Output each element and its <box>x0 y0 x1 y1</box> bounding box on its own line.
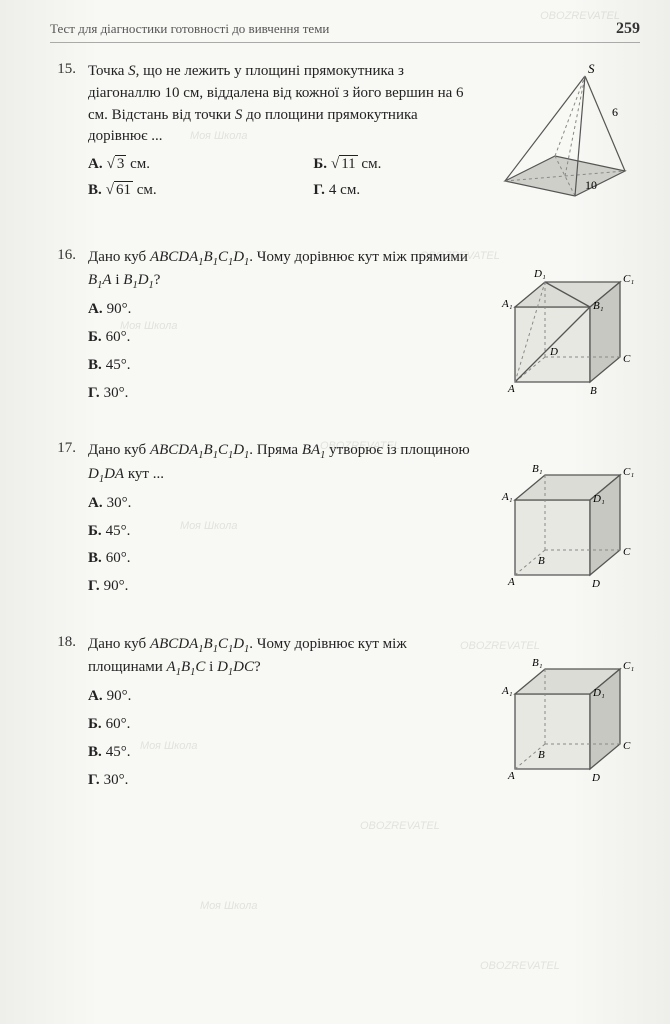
problem-text: Дано куб ABCDA1B1C1D1. Чому дорівнює кут… <box>88 634 478 680</box>
problem-body: Дано куб ABCDA1B1C1D1. Пряма BA1 утворює… <box>88 440 478 597</box>
figure-cube-17: A B C D A₁ B₁ C₁ D₁ <box>490 440 640 590</box>
problem-18: 18. Дано куб ABCDA1B1C1D1. Чому дорівнює… <box>50 634 640 791</box>
answer-G: Г.30°. <box>88 383 478 405</box>
answer-V: В.60°. <box>88 548 478 570</box>
answer-G: Г.30°. <box>88 770 478 792</box>
problem-number: 18. <box>50 634 76 651</box>
problem-15: 15. Точка S, що не лежить у площині прям… <box>50 61 640 211</box>
problem-number: 15. <box>50 61 76 78</box>
page: Тест для діагностики готовності до вивче… <box>0 0 670 1024</box>
problem-body: Дано куб ABCDA1B1C1D1. Чому дорівнює кут… <box>88 247 478 404</box>
answer-grid: А.3 см. Б.11 см. В.61 см. Г.4 см. <box>88 154 478 202</box>
answer-B: Б.60°. <box>88 327 478 349</box>
problem-number: 16. <box>50 247 76 264</box>
svg-text:D: D <box>591 772 600 784</box>
svg-text:B₁: B₁ <box>532 463 543 475</box>
answer-list: А.90°. Б.60°. В.45°. Г.30°. <box>88 686 478 791</box>
watermark: OBOZREVATEL <box>360 820 440 832</box>
svg-text:D₁: D₁ <box>592 493 605 505</box>
svg-text:D₁: D₁ <box>533 268 546 280</box>
svg-text:A₁: A₁ <box>501 298 513 310</box>
svg-text:C₁: C₁ <box>623 466 634 478</box>
svg-text:B: B <box>538 555 545 567</box>
svg-text:C: C <box>623 546 631 558</box>
svg-text:S: S <box>588 61 595 76</box>
answer-B: Б.45°. <box>88 521 478 543</box>
svg-text:A₁: A₁ <box>501 685 513 697</box>
svg-text:B: B <box>590 385 597 397</box>
answer-B: Б.60°. <box>88 714 478 736</box>
svg-text:D: D <box>549 346 558 358</box>
header-title: Тест для діагностики готовності до вивче… <box>50 21 329 37</box>
problem-body: Точка S, що не лежить у площині прямокут… <box>88 61 478 202</box>
answer-V: В.45°. <box>88 355 478 377</box>
answer-list: А.30°. Б.45°. В.60°. Г.90°. <box>88 493 478 598</box>
svg-text:C₁: C₁ <box>623 273 634 285</box>
svg-text:A: A <box>507 770 515 782</box>
answer-A: А.90°. <box>88 299 478 321</box>
figure-cube-16: A B C D A₁ B₁ C₁ D₁ <box>490 247 640 397</box>
problem-body: Дано куб ABCDA1B1C1D1. Чому дорівнює кут… <box>88 634 478 791</box>
answer-A: А.90°. <box>88 686 478 708</box>
svg-text:A: A <box>507 576 515 588</box>
svg-text:B₁: B₁ <box>593 300 604 312</box>
watermark: OBOZREVATEL <box>480 960 560 972</box>
svg-text:D: D <box>591 578 600 590</box>
figure-cube-18: A B C D A₁ B₁ C₁ D₁ <box>490 634 640 784</box>
problem-16: 16. Дано куб ABCDA1B1C1D1. Чому дорівнює… <box>50 247 640 404</box>
svg-text:6: 6 <box>612 105 618 119</box>
page-number: 259 <box>616 20 640 38</box>
answer-A: А.30°. <box>88 493 478 515</box>
answer-V: В.61 см. <box>88 180 253 202</box>
answer-G: Г.90°. <box>88 576 478 598</box>
answer-list: А.90°. Б.60°. В.45°. Г.30°. <box>88 299 478 404</box>
svg-text:B: B <box>538 749 545 761</box>
answer-V: В.45°. <box>88 742 478 764</box>
answer-G: Г.4 см. <box>313 180 478 202</box>
figure-pyramid: S 6 10 <box>490 61 640 211</box>
svg-text:D₁: D₁ <box>592 687 605 699</box>
problem-number: 17. <box>50 440 76 457</box>
svg-text:C₁: C₁ <box>623 660 634 672</box>
answer-B: Б.11 см. <box>313 154 478 176</box>
page-header: Тест для діагностики готовності до вивче… <box>50 20 640 43</box>
problem-17: 17. Дано куб ABCDA1B1C1D1. Пряма BA1 утв… <box>50 440 640 597</box>
svg-text:B₁: B₁ <box>532 657 543 669</box>
answer-A: А.3 см. <box>88 154 253 176</box>
problem-text: Точка S, що не лежить у площині прямокут… <box>88 61 478 148</box>
svg-text:C: C <box>623 353 631 365</box>
watermark: Моя Школа <box>200 900 258 912</box>
svg-text:C: C <box>623 740 631 752</box>
svg-text:10: 10 <box>585 178 597 192</box>
svg-text:A: A <box>507 383 515 395</box>
problem-text: Дано куб ABCDA1B1C1D1. Чому дорівнює кут… <box>88 247 478 293</box>
svg-text:A₁: A₁ <box>501 491 513 503</box>
problem-text: Дано куб ABCDA1B1C1D1. Пряма BA1 утворює… <box>88 440 478 486</box>
